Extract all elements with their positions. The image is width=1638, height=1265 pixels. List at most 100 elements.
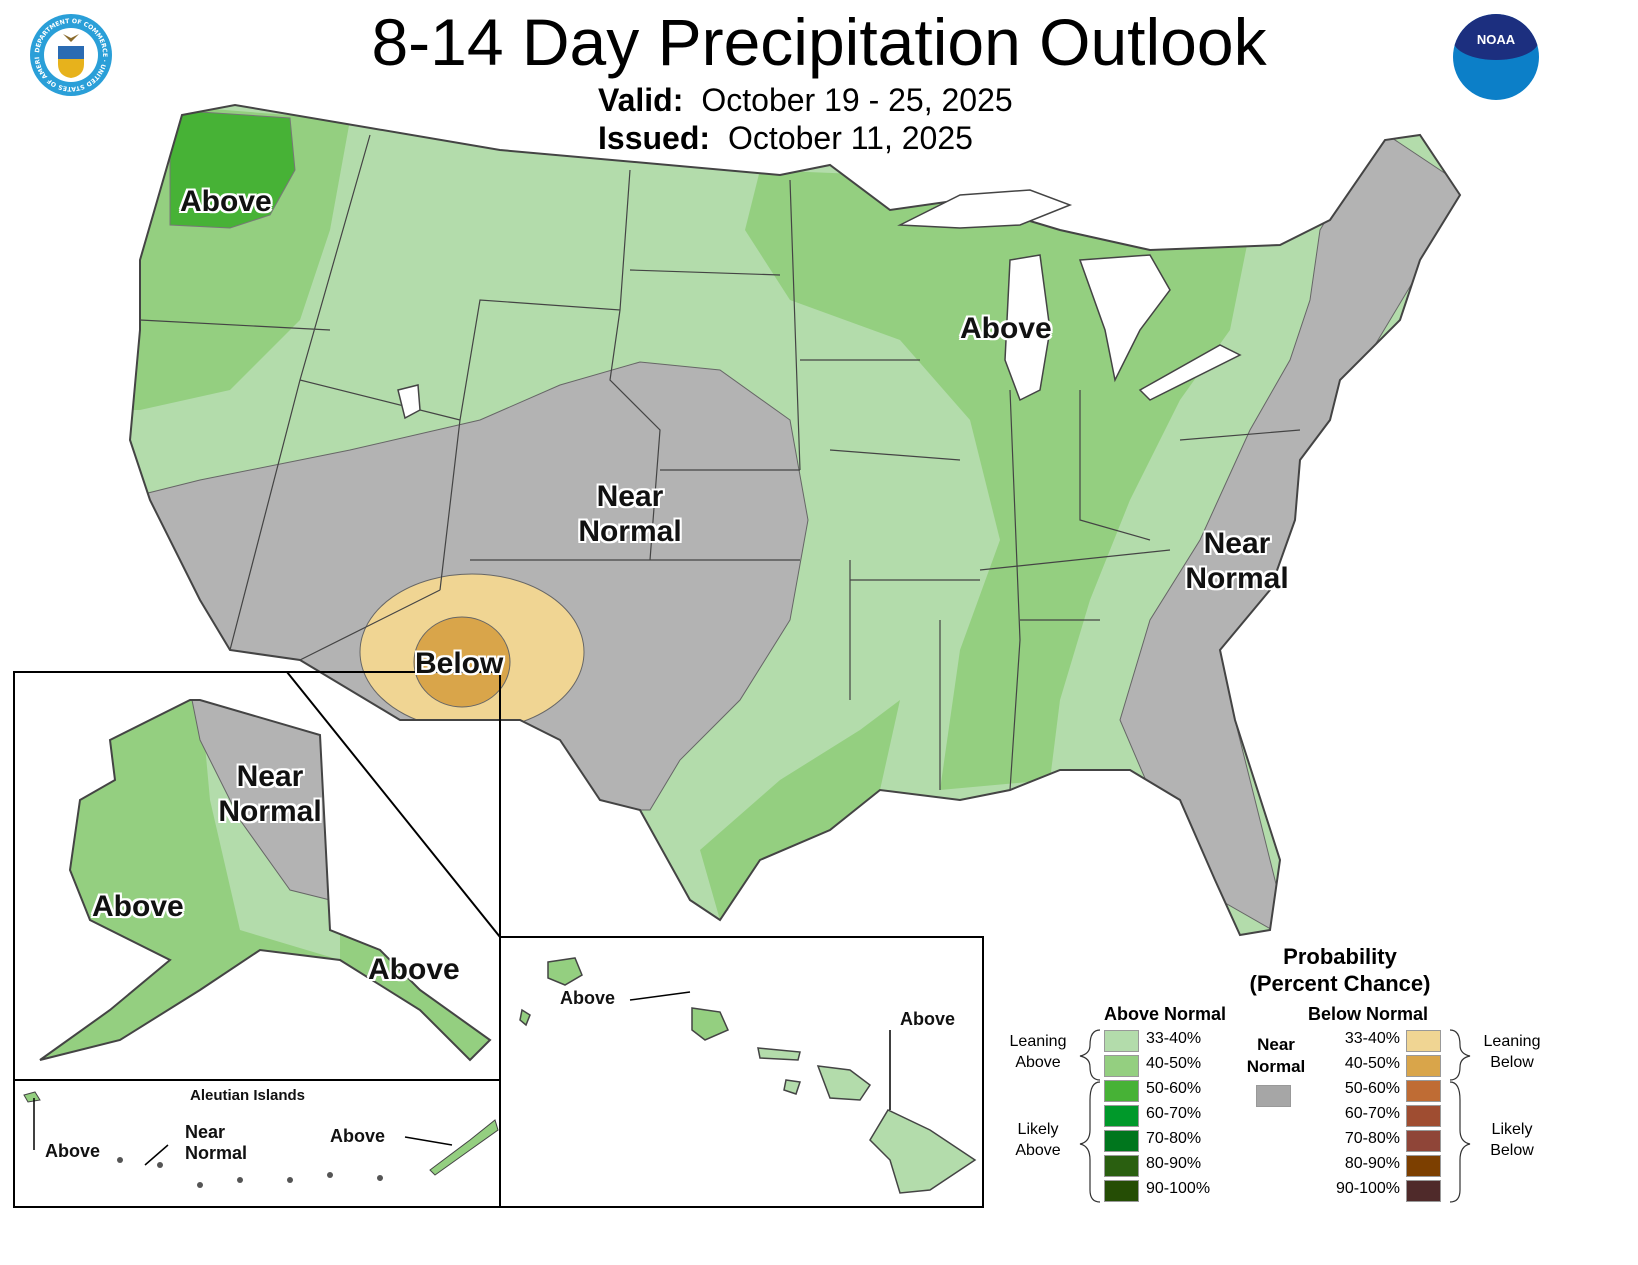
legend-swatch-above: [1104, 1030, 1139, 1052]
legend-swatch-below: [1406, 1030, 1441, 1052]
state-borders: [139, 134, 1301, 791]
label-text: Near: [236, 760, 304, 793]
legend-range-above: 90-100%: [1146, 1180, 1211, 1197]
valid-value: October 19 - 25, 2025: [701, 82, 1013, 118]
label-text: Normal: [1185, 561, 1289, 595]
legend-likely-above: Likely Above: [1002, 1120, 1074, 1162]
legend-swatch-below: [1406, 1130, 1441, 1152]
legend-range-below: 80-90%: [1344, 1155, 1400, 1172]
issued-date: Issued: October 11, 2025: [598, 120, 973, 157]
legend-text: Likely: [1017, 1121, 1059, 1138]
legend-text: Near: [1257, 1035, 1295, 1054]
label-east-near-normal: Near Normal: [1182, 527, 1292, 596]
legend-range-below: 50-60%: [1344, 1080, 1400, 1097]
legend-swatch-below: [1406, 1105, 1441, 1127]
lake-erie: [1138, 344, 1242, 401]
label-central-near-normal: Near Normal: [575, 480, 685, 549]
region-below-40-50: [413, 616, 511, 708]
region-near-normal-east: [1119, 129, 1460, 935]
issued-value: October 11, 2025: [728, 120, 973, 156]
legend-text: Above: [1015, 1053, 1061, 1071]
region-above-50-60-washington: [169, 109, 296, 229]
label-hawaii-west: Above: [560, 988, 616, 1008]
legend-text: Above: [1015, 1141, 1061, 1159]
legend-swatch-above: [1104, 1130, 1139, 1152]
legend-swatch-below: [1406, 1080, 1441, 1102]
noaa-logo: NOAA: [1453, 14, 1539, 100]
ak-near-normal: [189, 700, 331, 901]
hawaii-maui: [816, 1065, 872, 1101]
label-hawaii-east: Above: [900, 1009, 956, 1029]
legend-leaning-above: Leaning Above: [1002, 1032, 1074, 1074]
label-great-lakes: Above: [960, 312, 1052, 345]
label-text: Normal: [185, 1142, 248, 1163]
hawaii-lanai: [783, 1079, 801, 1095]
legend-likely-below: Likely Below: [1476, 1120, 1548, 1162]
hawaii-oahu: [691, 1007, 729, 1041]
valid-dates: Valid: October 19 - 25, 2025: [598, 82, 1013, 119]
legend-above-header: Above Normal: [1104, 1004, 1227, 1024]
legend-swatch-above: [1104, 1080, 1139, 1102]
legend-swatch-above: [1104, 1155, 1139, 1177]
great-salt-lake: [397, 384, 421, 420]
label-aleutian-east: Above: [330, 1126, 386, 1146]
label-alaska-se: Above: [368, 953, 460, 986]
hawaii-kauai: [547, 957, 583, 986]
label-text: Normal: [578, 514, 682, 548]
legend-range-above: 50-60%: [1146, 1080, 1202, 1097]
department-of-commerce-seal: DEPARTMENT OF COMMERCE · UNITED STATES O…: [30, 14, 112, 96]
label-aleutian-title: Aleutian Islands: [190, 1087, 306, 1104]
legend-text: Likely: [1491, 1121, 1533, 1138]
lake-michigan: [1004, 254, 1051, 402]
label-text: Near: [185, 1122, 226, 1142]
label-text: Normal: [218, 794, 322, 828]
label-aleutian-west: Above: [45, 1141, 101, 1161]
label-text: Near: [596, 480, 664, 513]
legend-range-below: 33-40%: [1344, 1030, 1400, 1047]
legend-range-above: 80-90%: [1146, 1155, 1202, 1172]
lake-superior: [897, 189, 1073, 229]
hawaii-niihau: [519, 1008, 531, 1027]
issued-label: Issued:: [598, 120, 711, 156]
legend-text: Below: [1490, 1053, 1534, 1071]
legend-range-below: 70-80%: [1344, 1130, 1400, 1147]
label-text: Near: [1203, 527, 1271, 560]
label-southwest-below: Below: [415, 647, 504, 680]
legend-swatch-below: [1406, 1155, 1441, 1177]
label-alaska-west: Above: [92, 890, 184, 923]
label-aleutian-near-normal: Near Normal: [185, 1122, 247, 1163]
legend-range-above: 33-40%: [1146, 1030, 1202, 1047]
alaska-inset: [13, 671, 501, 1081]
legend-subtitle: (Percent Chance): [1249, 971, 1431, 996]
great-lakes: [397, 189, 1242, 420]
legend-near-normal: Near Normal: [1236, 1034, 1316, 1078]
legend-range-below: 90-100%: [1335, 1180, 1400, 1197]
region-above-texas-coast: [700, 700, 900, 920]
legend-text: Leaning: [1009, 1033, 1067, 1050]
legend-braces: [1079, 1029, 1471, 1203]
legend-range-above: 60-70%: [1146, 1105, 1202, 1122]
legend-swatch-above: [1104, 1105, 1139, 1127]
legend-swatch-above: [1104, 1055, 1139, 1077]
legend-below-header: Below Normal: [1308, 1004, 1429, 1024]
legend-leaning-below: Leaning Below: [1476, 1032, 1548, 1074]
hawaii-big-island: [869, 1109, 977, 1194]
legend-text: Below: [1490, 1141, 1534, 1159]
lake-huron: [1078, 254, 1171, 383]
legend-text: Leaning: [1483, 1033, 1541, 1050]
legend-text: Normal: [1246, 1057, 1306, 1077]
legend-swatch-above: [1104, 1180, 1139, 1202]
page-title: 8-14 Day Precipitation Outlook: [371, 5, 1267, 79]
legend-range-below: 60-70%: [1344, 1105, 1400, 1122]
noaa-logo-text: NOAA: [1476, 32, 1516, 47]
legend-range-above: 70-80%: [1146, 1130, 1202, 1147]
legend-swatch-near-normal: [1256, 1085, 1291, 1107]
legend-title: Probability: [1283, 944, 1397, 969]
legend-range-above: 40-50%: [1146, 1055, 1202, 1072]
hawaii-inset: [499, 936, 984, 1208]
legend-swatch-below: [1406, 1180, 1441, 1202]
label-alaska-near-normal: Near Normal: [215, 760, 325, 829]
valid-label: Valid:: [598, 82, 684, 118]
hawaii-molokai: [757, 1047, 801, 1061]
